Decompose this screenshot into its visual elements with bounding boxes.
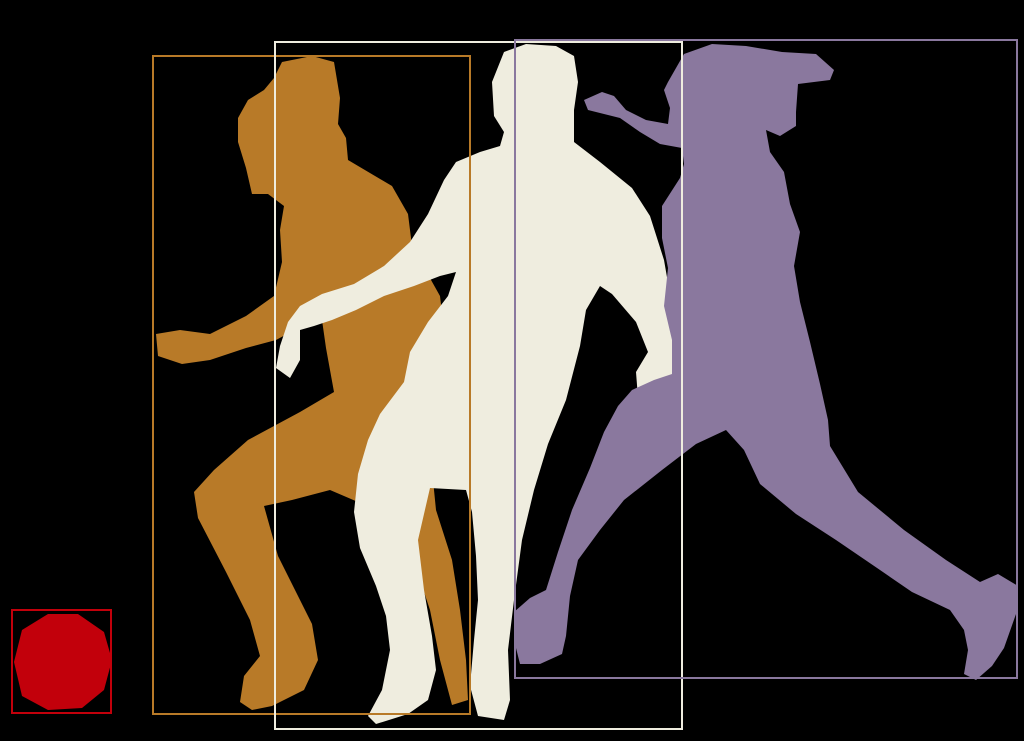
- person-mask-cream: [276, 44, 678, 724]
- ball-bbox-red: [11, 609, 112, 714]
- person-mask-purple: [514, 44, 1018, 680]
- ball-mask-red: [14, 614, 112, 710]
- person-bbox-cream: [274, 41, 683, 730]
- person-bbox-orange: [152, 55, 471, 715]
- person-bbox-purple: [514, 39, 1018, 679]
- person-mask-orange: [156, 56, 468, 710]
